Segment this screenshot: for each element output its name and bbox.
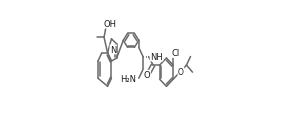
- Text: Cl: Cl: [171, 49, 179, 58]
- Text: NH: NH: [150, 53, 163, 61]
- Text: N: N: [110, 46, 116, 54]
- Text: O: O: [178, 67, 184, 76]
- Text: OH: OH: [103, 20, 116, 29]
- Text: O: O: [144, 71, 150, 80]
- Text: H₂N: H₂N: [120, 74, 137, 83]
